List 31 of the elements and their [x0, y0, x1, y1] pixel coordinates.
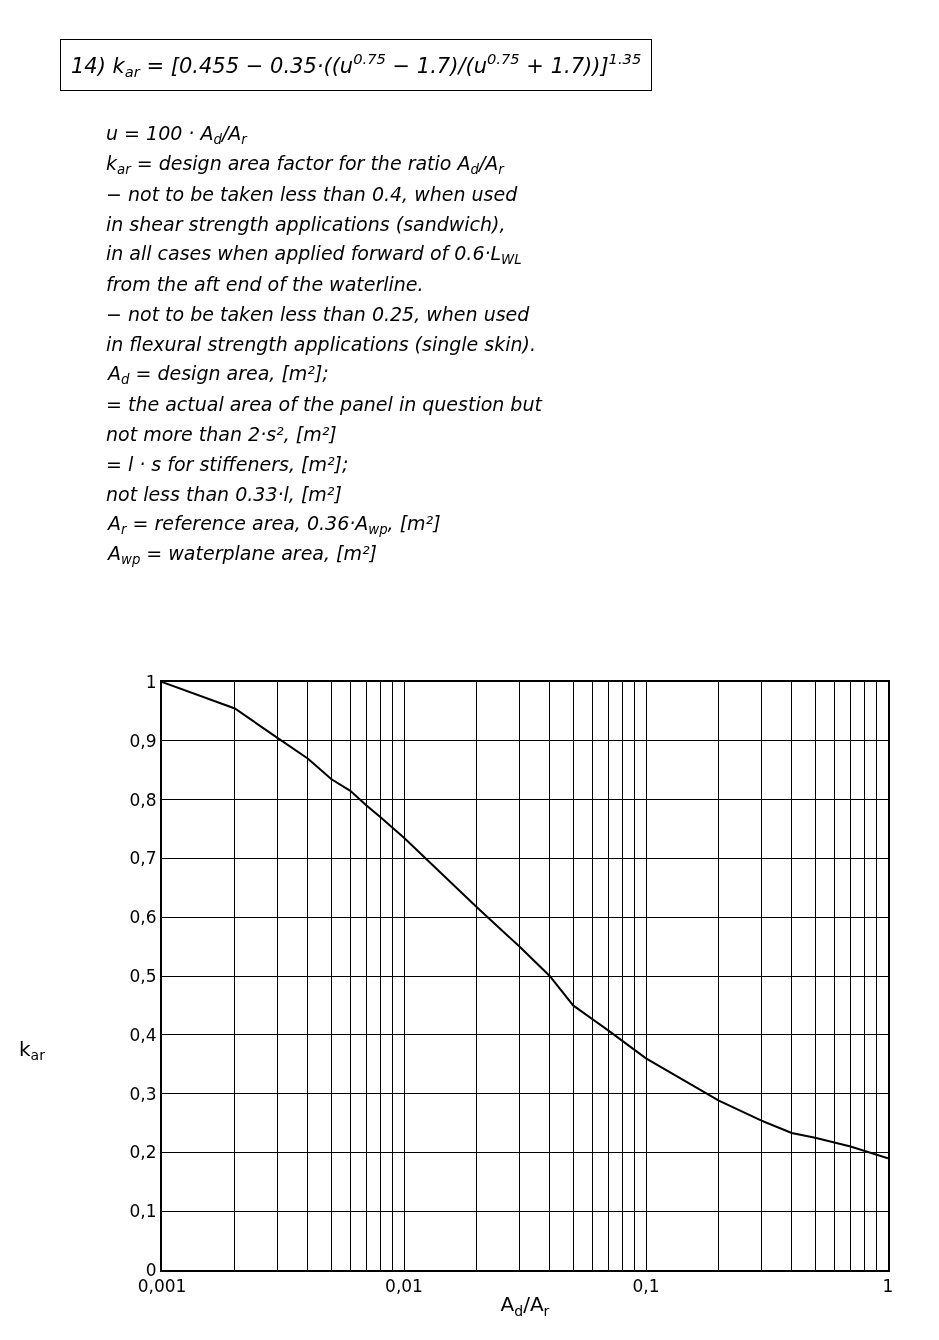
y-tick-label: 0,2 — [129, 1142, 157, 1163]
y-axis-title: k$_{ar}$ — [19, 1037, 46, 1064]
chart-title: 14) k$_{ar}$ = [0.455 − 0.35·((u$^{0.75}$ − 1.7)/(u$^{0.75}$ + 1.7))]$^{1.35}$ — [71, 50, 642, 81]
text: from the aft end of the waterline. — [106, 273, 424, 295]
text: in shear strength applications (sandwich), — [106, 213, 506, 235]
y-tick-label: 0,7 — [129, 848, 157, 869]
y-tick-label: 0,8 — [129, 789, 157, 810]
x-axis-title: A$_{d}$/A$_{r}$ — [500, 1292, 550, 1319]
text: not less than 0.33·l, [m²] — [106, 483, 342, 505]
y-tick-label: 0,5 — [129, 965, 157, 986]
y-tick-label: 0,9 — [129, 730, 157, 751]
x-tick-label: 0,1 — [632, 1276, 660, 1297]
x-tick-label: 0,01 — [385, 1276, 423, 1297]
text: in flexural strength applications (single skin). — [106, 333, 536, 355]
text: − not to be taken less than 0.4, when used — [106, 183, 519, 205]
y-tick-label: 0,6 — [129, 907, 157, 928]
text: A$_{wp}$ = waterplane area, [m²] — [106, 542, 378, 567]
text: in all cases when applied forward of 0.6·L$_{WL}$ — [106, 242, 522, 267]
text: = the actual area of the panel in question but — [106, 393, 544, 415]
y-tick-label: 1 — [145, 671, 157, 692]
y-tick-label: 0,1 — [129, 1201, 157, 1222]
text: A$_{r}$ = reference area, 0.36·A$_{wp}$, [m²] — [106, 512, 441, 537]
text: A$_{d}$ = design area, [m²]; — [106, 362, 329, 387]
y-tick-label: 0,3 — [129, 1083, 157, 1104]
text: = l · s for stiffeners, [m²]; — [106, 453, 349, 475]
text: not more than 2·s², [m²] — [106, 423, 337, 445]
x-tick-label: 1 — [882, 1276, 894, 1297]
text: − not to be taken less than 0.25, when used — [106, 303, 531, 325]
text: u = 100 · A$_{d}$/A$_{r}$ — [106, 122, 249, 147]
text: k$_{ar}$ = design area factor for the ratio A$_{d}$/A$_{r}$ — [106, 152, 506, 177]
y-tick-label: 0,4 — [129, 1024, 157, 1045]
